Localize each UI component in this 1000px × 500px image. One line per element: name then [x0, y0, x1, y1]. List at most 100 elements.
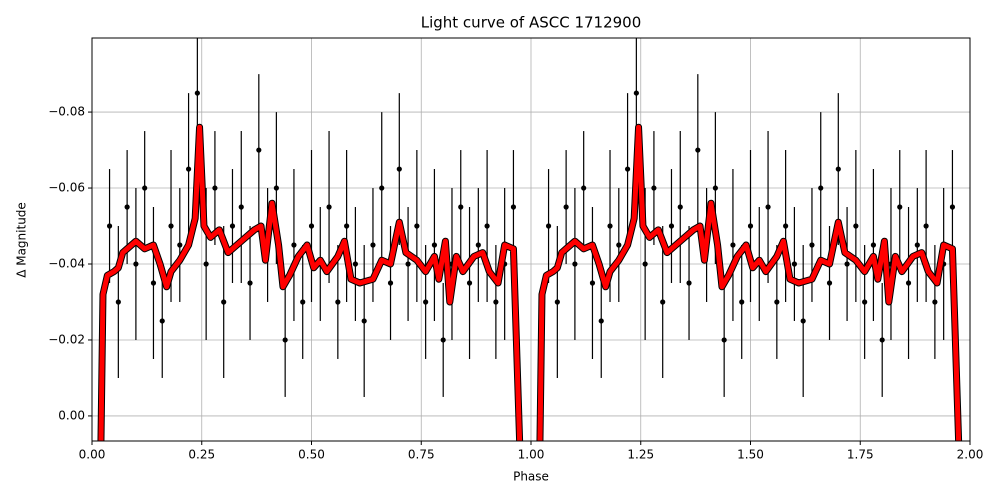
data-point [291, 242, 297, 248]
data-point [730, 242, 736, 248]
data-point [159, 318, 165, 324]
data-point [765, 204, 771, 210]
data-point [826, 280, 833, 286]
data-point [493, 299, 499, 305]
data-point [668, 223, 675, 229]
data-point [256, 147, 262, 153]
binned-curve [97, 123, 963, 441]
data-point [844, 261, 850, 267]
data-point [273, 185, 279, 191]
data-point [238, 204, 244, 210]
x-tick-label: 0.75 [408, 448, 435, 462]
data-point [326, 204, 332, 210]
data-point [212, 185, 218, 191]
data-point [581, 185, 587, 191]
plot-area [97, 38, 963, 441]
chart-title: Light curve of ASCC 1712900 [421, 14, 642, 32]
data-point [616, 242, 622, 248]
ticks: 0.00 0.25 0.50 0.75 1.00 1.25 1.50 1.75 2.00 0.00… [48, 105, 983, 462]
data-point [361, 318, 367, 324]
data-point [739, 299, 745, 305]
data-point [282, 337, 288, 343]
data-point [440, 337, 446, 343]
data-point [458, 204, 464, 210]
data-point [809, 242, 815, 248]
data-point [624, 166, 631, 172]
data-point [818, 185, 824, 191]
data-point [721, 337, 727, 343]
data-point [414, 223, 420, 229]
data-point [800, 318, 806, 324]
data-point [660, 299, 666, 305]
data-point [835, 166, 841, 172]
data-point [879, 337, 885, 343]
data-point [545, 223, 552, 229]
data-point [194, 90, 200, 96]
data-point [923, 223, 929, 229]
data-point [712, 185, 718, 191]
data-point [124, 204, 130, 210]
y-axis-label: Δ Magnitude [15, 202, 29, 278]
data-point [949, 204, 956, 210]
grid [91, 38, 971, 441]
data-point [862, 299, 868, 305]
data-point [300, 299, 306, 305]
data-point [352, 261, 358, 267]
data-point [651, 185, 657, 191]
data-point [870, 242, 877, 248]
data-point [686, 280, 692, 286]
data-point [423, 299, 429, 305]
data-point [932, 299, 938, 305]
data-point [677, 204, 683, 210]
data-point [387, 280, 394, 286]
data-point [466, 280, 473, 286]
x-tick-label: 1.00 [518, 448, 545, 462]
data-point [642, 261, 648, 267]
data-point [905, 280, 912, 286]
x-tick-label: 0.00 [79, 448, 106, 462]
data-point [572, 261, 578, 267]
x-tick-label: 1.75 [847, 448, 874, 462]
x-axis-label: Phase [513, 470, 549, 484]
data-point [484, 223, 490, 229]
x-tick-label: 0.25 [188, 448, 215, 462]
y-tick-label: −0.06 [48, 181, 85, 195]
y-tick-label: −0.04 [48, 256, 85, 270]
data-point [115, 299, 121, 305]
data-point [308, 223, 315, 229]
data-point [563, 204, 569, 210]
x-tick-label: 1.25 [627, 448, 654, 462]
data-point [247, 280, 253, 286]
data-point [405, 261, 411, 267]
data-point [335, 299, 341, 305]
data-point [633, 90, 639, 96]
data-point [396, 166, 402, 172]
data-point [150, 280, 157, 286]
binned-curve [98, 124, 962, 441]
data-point [344, 223, 350, 229]
data-point [589, 280, 596, 286]
data-point [370, 242, 376, 248]
data-point [431, 242, 438, 248]
data-point [853, 223, 859, 229]
data-point [897, 204, 903, 210]
data-point [133, 261, 139, 267]
data-point [783, 223, 789, 229]
data-point [747, 223, 754, 229]
data-point [203, 261, 209, 267]
y-tick-label: −0.02 [48, 332, 85, 346]
data-point [379, 185, 385, 191]
data-point [168, 223, 174, 229]
x-tick-label: 0.50 [298, 448, 325, 462]
y-tick-label: −0.08 [48, 105, 85, 119]
data-point [774, 299, 780, 305]
data-point [106, 223, 113, 229]
data-point [791, 261, 798, 267]
x-tick-label: 1.50 [737, 448, 764, 462]
data-point [510, 204, 517, 210]
data-point [177, 242, 183, 248]
y-tick-label: 0.00 [58, 408, 85, 422]
data-point [598, 318, 604, 324]
x-tick-label: 2.00 [957, 448, 984, 462]
